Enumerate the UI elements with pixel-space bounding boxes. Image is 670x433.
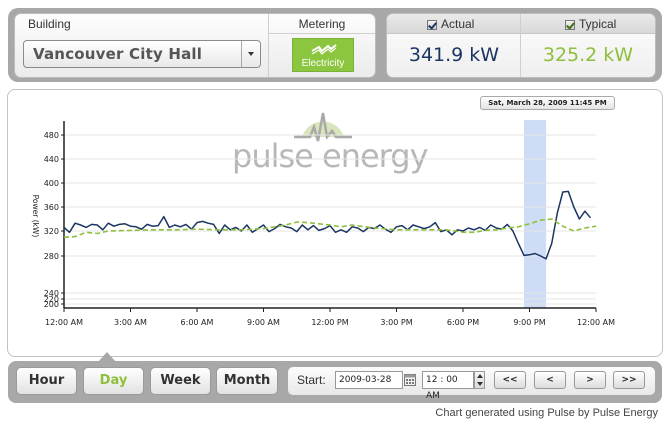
footer-credit: Chart generated using Pulse by Pulse Ene…: [435, 407, 658, 419]
nav-last-button[interactable]: >>: [613, 371, 645, 389]
range-pointer: [98, 352, 116, 362]
range-day-button[interactable]: Day: [83, 367, 144, 395]
building-label: Building: [28, 17, 71, 31]
electricity-button[interactable]: Electricity: [292, 38, 354, 72]
range-month-button[interactable]: Month: [216, 367, 278, 395]
nav-prev-button[interactable]: <: [534, 371, 566, 389]
panel-divider: [268, 14, 269, 77]
chevron-down-icon[interactable]: [241, 41, 260, 67]
start-time-input[interactable]: 12 : 00 AM: [422, 371, 474, 401]
actual-value: 341.9 kW: [408, 44, 500, 66]
metering-label: Metering: [298, 17, 346, 31]
typical-checkbox[interactable]: [565, 20, 575, 30]
building-select[interactable]: Vancouver City Hall: [23, 40, 261, 68]
range-week-button[interactable]: Week: [150, 367, 211, 395]
brand-watermark: pulse energy: [232, 137, 429, 175]
building-selected-value: Vancouver City Hall: [33, 45, 203, 63]
calendar-icon[interactable]: [404, 373, 416, 386]
metering-divider: [268, 33, 375, 34]
chart-timestamp: Sat, March 28, 2009 11:45 PM: [480, 96, 615, 110]
lightning-icon: [311, 44, 337, 55]
typical-value: 325.2 kW: [542, 44, 634, 66]
electricity-label: Electricity: [301, 58, 345, 69]
readings-divider: [520, 14, 521, 77]
nav-next-button[interactable]: >: [574, 371, 606, 389]
actual-label: Actual: [441, 17, 475, 31]
readings-header: [387, 14, 655, 34]
range-hour-button[interactable]: Hour: [16, 367, 77, 395]
start-date-input[interactable]: 2009-03-28: [335, 371, 403, 389]
nav-first-button[interactable]: <<: [494, 371, 526, 389]
start-label: Start:: [297, 373, 326, 387]
time-stepper[interactable]: [474, 371, 485, 389]
actual-checkbox[interactable]: [427, 20, 437, 30]
typical-label: Typical: [579, 17, 617, 31]
